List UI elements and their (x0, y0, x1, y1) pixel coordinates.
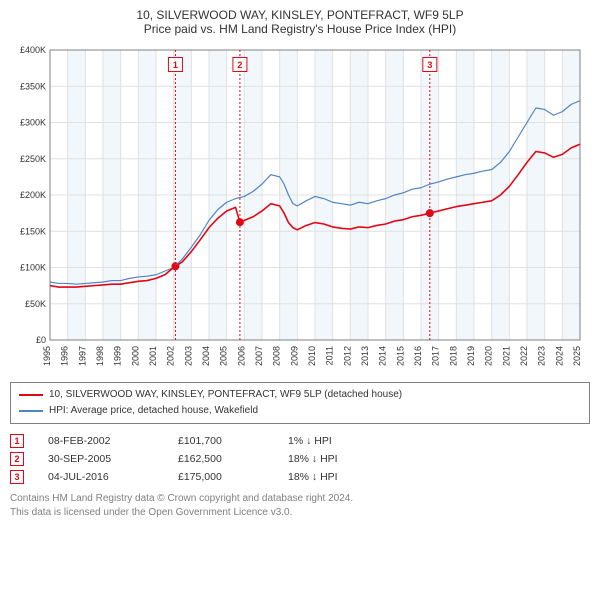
svg-text:2016: 2016 (413, 346, 423, 366)
svg-text:2004: 2004 (201, 346, 211, 366)
svg-text:2023: 2023 (537, 346, 547, 366)
legend-label: HPI: Average price, detached house, Wake… (49, 403, 258, 419)
marker-date: 08-FEB-2002 (48, 435, 178, 447)
svg-text:£100K: £100K (20, 263, 46, 273)
svg-text:£0: £0 (36, 335, 46, 345)
marker-price: £101,700 (178, 435, 288, 447)
marker-date: 30-SEP-2005 (48, 453, 178, 465)
svg-text:2014: 2014 (378, 346, 388, 366)
svg-text:2000: 2000 (130, 346, 140, 366)
svg-text:2006: 2006 (236, 346, 246, 366)
svg-text:1: 1 (173, 60, 178, 70)
marker-row: 2 30-SEP-2005£162,50018% ↓ HPI (10, 452, 592, 466)
svg-text:£50K: £50K (25, 299, 46, 309)
svg-text:2020: 2020 (484, 346, 494, 366)
svg-text:2005: 2005 (219, 346, 229, 366)
footer-line1: Contains HM Land Registry data © Crown c… (10, 492, 592, 506)
svg-text:£200K: £200K (20, 190, 46, 200)
svg-text:2002: 2002 (166, 346, 176, 366)
svg-text:£150K: £150K (20, 226, 46, 236)
svg-text:2: 2 (237, 60, 242, 70)
svg-text:£350K: £350K (20, 81, 46, 91)
marker-price: £175,000 (178, 471, 288, 483)
chart-title-line1: 10, SILVERWOOD WAY, KINSLEY, PONTEFRACT,… (8, 8, 592, 22)
marker-price: £162,500 (178, 453, 288, 465)
svg-text:2010: 2010 (307, 346, 317, 366)
svg-text:2021: 2021 (501, 346, 511, 366)
marker-table: 1 08-FEB-2002£101,7001% ↓ HPI 2 30-SEP-2005… (10, 434, 592, 484)
marker-row: 1 08-FEB-2002£101,7001% ↓ HPI (10, 434, 592, 448)
marker-row: 3 04-JUL-2016£175,00018% ↓ HPI (10, 470, 592, 484)
title-block: 10, SILVERWOOD WAY, KINSLEY, PONTEFRACT,… (8, 8, 592, 36)
svg-text:2011: 2011 (325, 346, 335, 365)
marker-delta: 18% ↓ HPI (288, 453, 338, 465)
svg-text:2022: 2022 (519, 346, 529, 366)
svg-text:2007: 2007 (254, 346, 264, 366)
marker-number-box: 2 (10, 452, 24, 466)
svg-text:1997: 1997 (77, 346, 87, 366)
footer-line2: This data is licensed under the Open Gov… (10, 506, 592, 520)
legend-row: 10, SILVERWOOD WAY, KINSLEY, PONTEFRACT,… (19, 387, 581, 403)
svg-text:2024: 2024 (554, 346, 564, 366)
marker-date: 04-JUL-2016 (48, 471, 178, 483)
svg-text:£300K: £300K (20, 118, 46, 128)
svg-text:3: 3 (427, 60, 432, 70)
svg-text:£250K: £250K (20, 154, 46, 164)
svg-text:2017: 2017 (431, 346, 441, 366)
svg-text:1999: 1999 (113, 346, 123, 366)
svg-text:2009: 2009 (289, 346, 299, 366)
marker-number-box: 3 (10, 470, 24, 484)
chart-title-line2: Price paid vs. HM Land Registry's House … (8, 22, 592, 36)
svg-text:£400K: £400K (20, 45, 46, 55)
footer-attribution: Contains HM Land Registry data © Crown c… (10, 492, 592, 520)
legend-row: HPI: Average price, detached house, Wake… (19, 403, 581, 419)
svg-text:2008: 2008 (272, 346, 282, 366)
svg-text:2003: 2003 (183, 346, 193, 366)
legend-swatch (19, 410, 43, 412)
svg-text:2015: 2015 (395, 346, 405, 366)
chart-area: £0 £50K £100K £150K £200K £250K £300K £350K £400… (8, 44, 592, 374)
marker-number-box: 1 (10, 434, 24, 448)
svg-text:1995: 1995 (42, 346, 52, 366)
marker-delta: 1% ↓ HPI (288, 435, 332, 447)
svg-text:2018: 2018 (448, 346, 458, 366)
legend-label: 10, SILVERWOOD WAY, KINSLEY, PONTEFRACT,… (49, 387, 402, 403)
legend-swatch (19, 394, 43, 396)
svg-text:2025: 2025 (572, 346, 582, 366)
svg-text:2001: 2001 (148, 346, 158, 366)
svg-text:2012: 2012 (342, 346, 352, 366)
marker-delta: 18% ↓ HPI (288, 471, 338, 483)
svg-text:2013: 2013 (360, 346, 370, 366)
chart-svg: £0 £50K £100K £150K £200K £250K £300K £350K £400… (8, 44, 586, 374)
svg-text:1998: 1998 (95, 346, 105, 366)
svg-text:1996: 1996 (60, 346, 70, 366)
legend-box: 10, SILVERWOOD WAY, KINSLEY, PONTEFRACT,… (10, 382, 590, 424)
svg-text:2019: 2019 (466, 346, 476, 366)
